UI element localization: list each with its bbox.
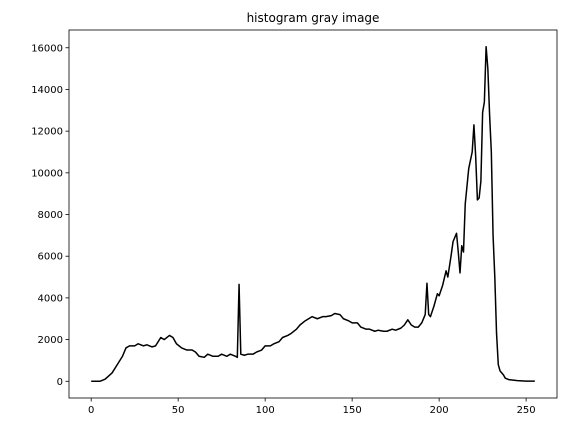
chart-title: histogram gray image — [247, 11, 380, 25]
x-tick-label: 200 — [430, 405, 449, 416]
y-tick-label: 8000 — [38, 210, 63, 221]
y-tick-label: 4000 — [38, 293, 63, 304]
x-tick-label: 150 — [343, 405, 362, 416]
y-tick-label: 14000 — [31, 85, 63, 96]
y-tick-label: 10000 — [31, 168, 63, 179]
y-tick-label: 12000 — [31, 127, 63, 138]
x-tick-label: 250 — [517, 405, 536, 416]
y-tick-label: 0 — [57, 377, 63, 388]
x-tick-label: 50 — [172, 405, 185, 416]
x-tick-label: 100 — [256, 405, 275, 416]
y-tick-label: 2000 — [38, 335, 63, 346]
axes-frame — [68, 29, 558, 399]
y-tick-label: 6000 — [38, 252, 63, 263]
y-tick-label: 16000 — [31, 43, 63, 54]
x-tick-label: 0 — [88, 405, 94, 416]
line — [91, 45, 535, 383]
